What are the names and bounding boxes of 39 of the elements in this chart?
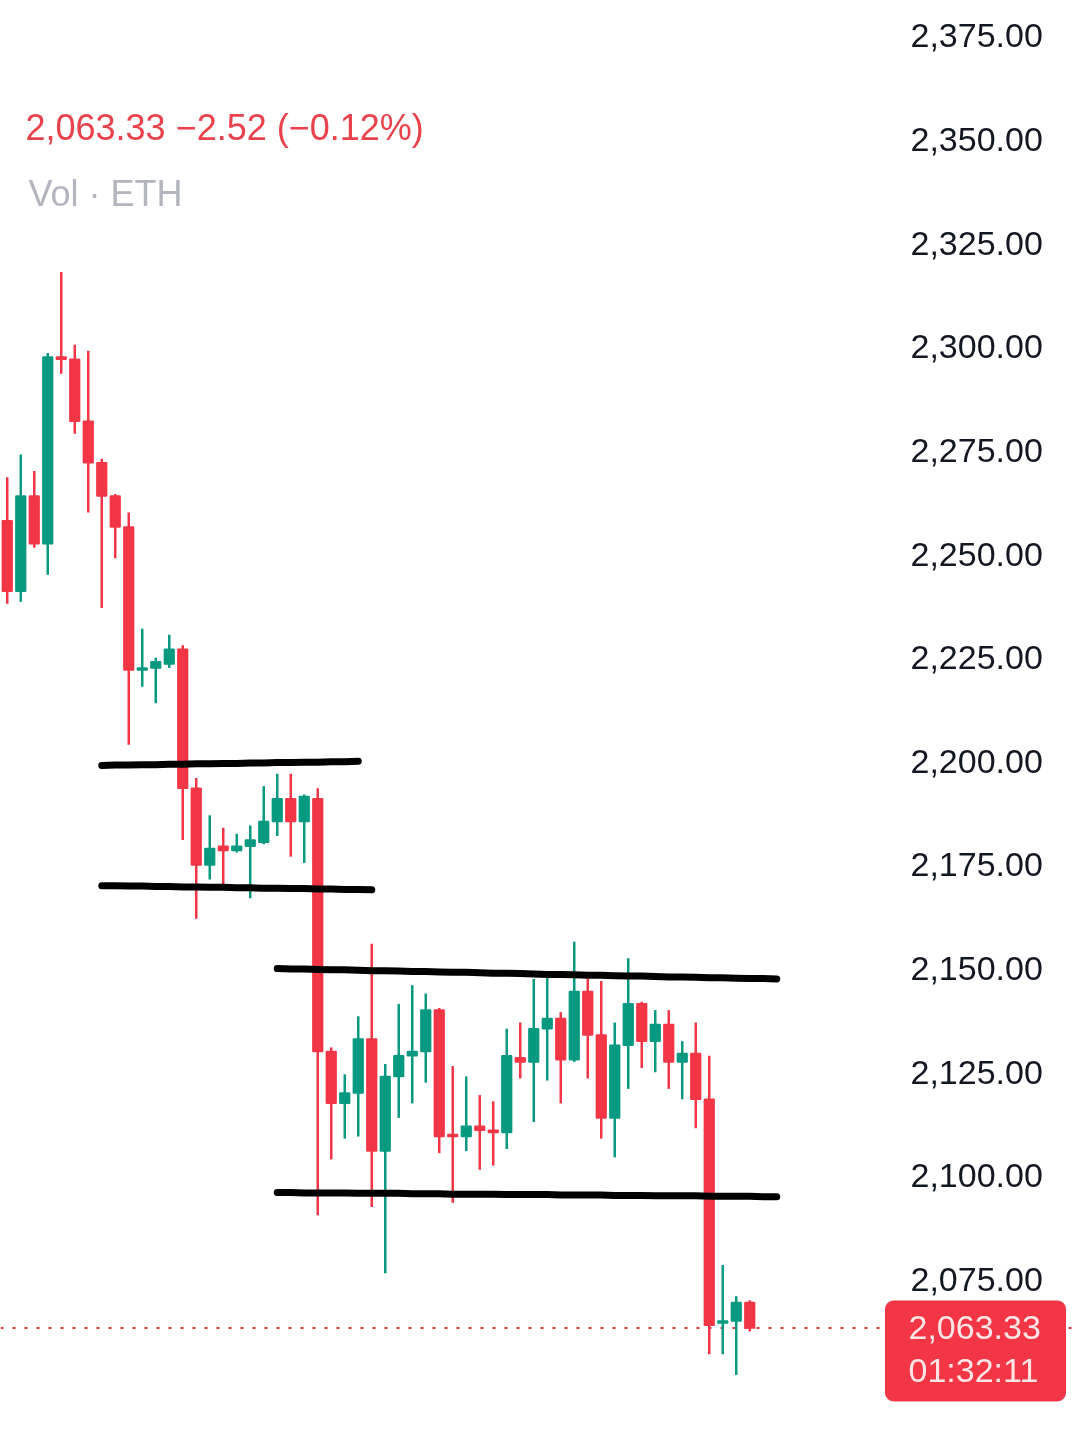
y-tick-label: 2,125.00: [910, 1052, 1043, 1091]
candlestick: [339, 1073, 351, 1140]
candlestick: [244, 824, 256, 900]
y-tick-label: 2,100.00: [910, 1156, 1043, 1195]
y-tick-label: 2,200.00: [910, 741, 1043, 780]
y-tick-label: 2,225.00: [910, 638, 1043, 677]
y-tick-label: 2,275.00: [910, 430, 1043, 469]
candlestick: [204, 813, 216, 881]
y-tick-label: 2,250.00: [910, 534, 1043, 573]
candlestick: [55, 270, 67, 375]
candlestick: [163, 633, 175, 670]
candlestick: [649, 1008, 661, 1074]
ref-line-label: 2,063.33: [908, 1308, 1041, 1347]
y-tick-label: 2,175.00: [910, 845, 1043, 884]
candlestick: [717, 1263, 729, 1356]
candlestick: [136, 627, 148, 688]
candlestick: [514, 1021, 526, 1080]
candlestick: [460, 1075, 472, 1153]
annotation: Vol · ETH: [28, 173, 183, 214]
candlestick: [406, 983, 418, 1105]
candlestick: [474, 1093, 486, 1171]
candlestick: [231, 832, 243, 854]
candlestick: [676, 1039, 688, 1101]
y-tick-label: 2,325.00: [910, 223, 1043, 262]
y-tick-label: 2,150.00: [910, 949, 1043, 988]
candlestick: [150, 656, 162, 705]
text: 2,063.33 −2.52 (−0.12%): [25, 107, 424, 148]
annotation: 01:32:11: [908, 1350, 1039, 1389]
candlestick: [730, 1294, 742, 1377]
candlestick: [285, 772, 297, 858]
y-tick-label: 2,375.00: [910, 16, 1043, 55]
y-tick-label: 2,300.00: [910, 327, 1043, 366]
y-tick-label: 2,075.00: [910, 1260, 1043, 1299]
candlestick: [541, 975, 553, 1082]
candlestick: [271, 772, 283, 838]
candlestick: [258, 784, 270, 846]
y-tick-label: 2,350.00: [910, 119, 1043, 158]
candlestick: [393, 1002, 405, 1120]
candlestick: [217, 826, 229, 887]
